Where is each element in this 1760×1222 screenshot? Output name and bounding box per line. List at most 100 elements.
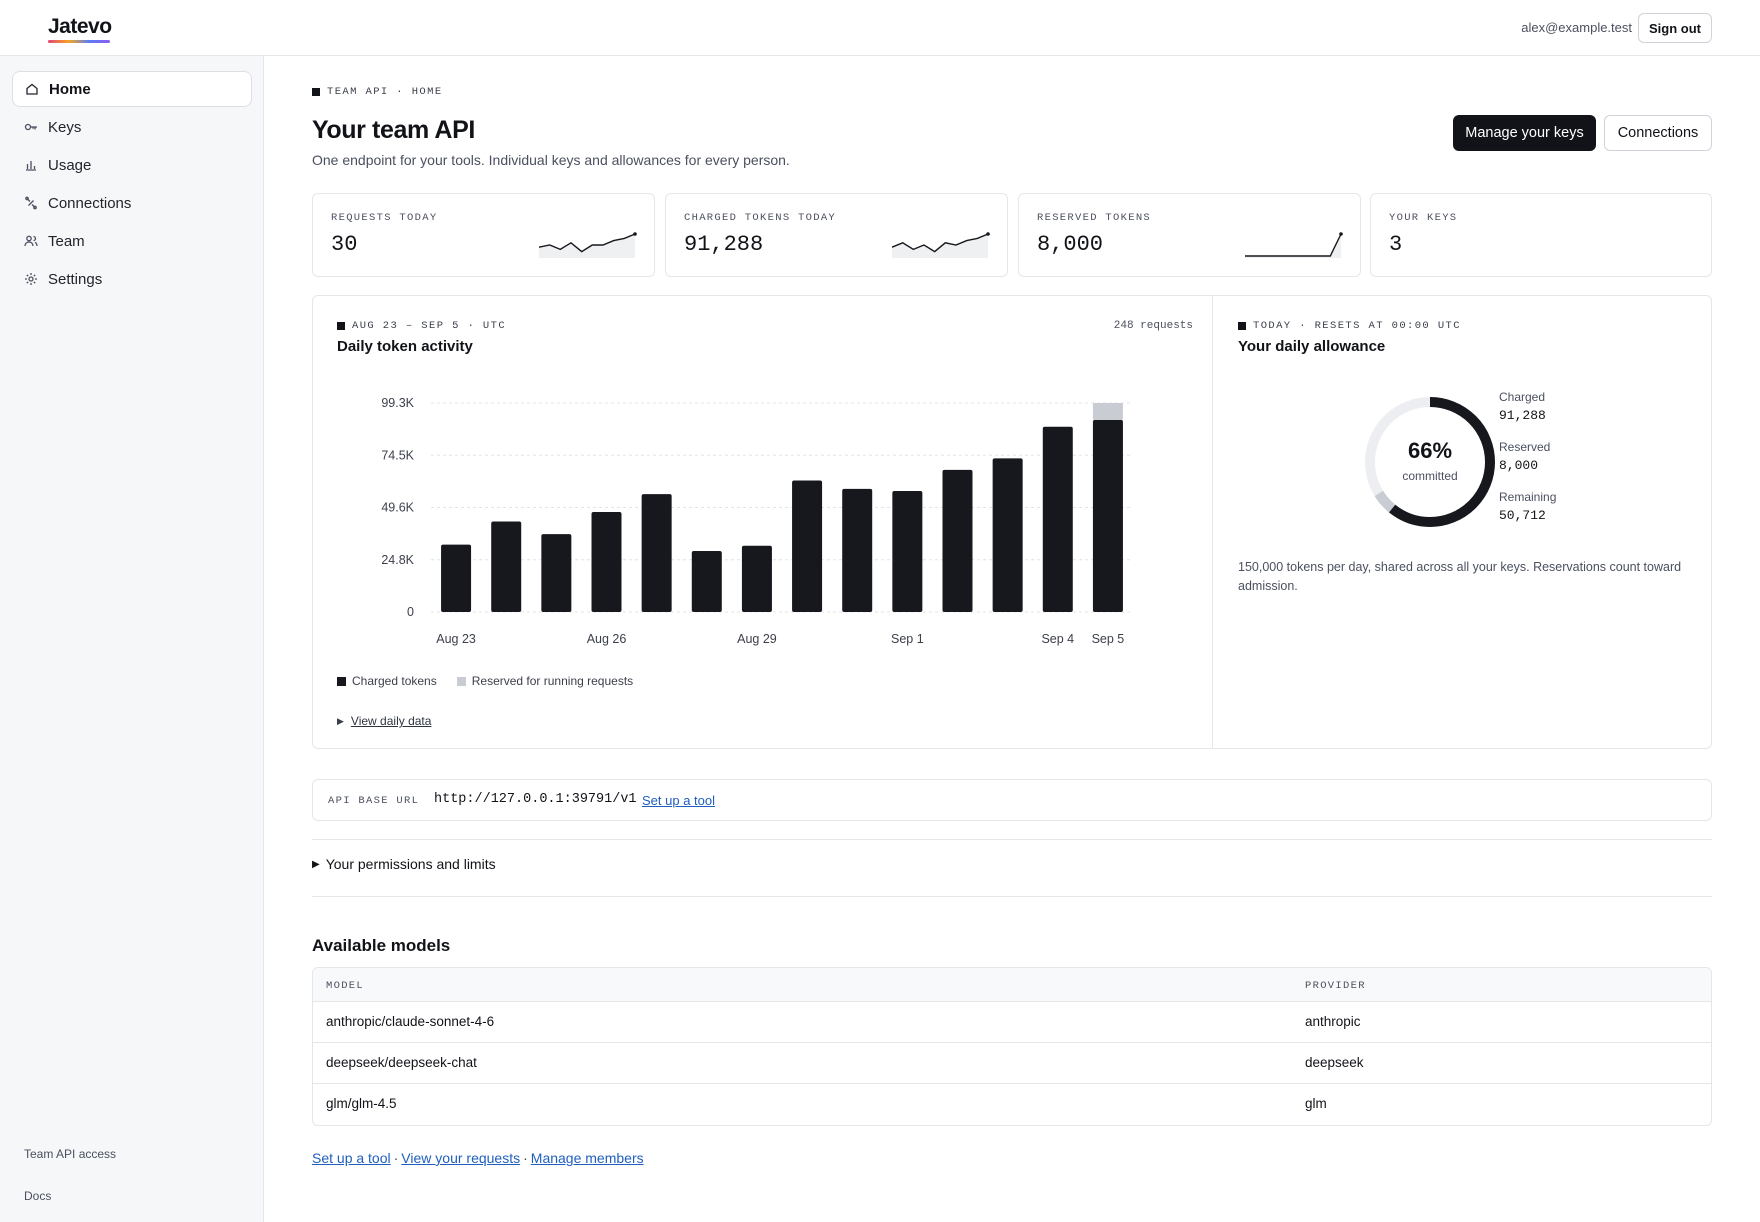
api-base-url[interactable]: http://127.0.0.1:39791/v1 xyxy=(434,792,637,807)
sparkline-area xyxy=(892,234,988,258)
donut-charged-arc xyxy=(1365,397,1495,527)
y-tick-label: 24.8K xyxy=(381,553,414,567)
manage-members-link[interactable]: Manage members xyxy=(530,1150,644,1166)
stat-label: CHARGED TOKENS TODAY xyxy=(684,212,837,224)
stat-value: 3 xyxy=(1389,232,1403,257)
sidebar: Home Keys Usage Connections Team Setting… xyxy=(0,56,264,1222)
api-base-url-bar: API BASE URL http://127.0.0.1:39791/v1 S… xyxy=(312,779,1712,821)
bar-charged[interactable] xyxy=(491,521,522,612)
activity-panel: AUG 23 – SEP 5 · UTC 248 requests Daily … xyxy=(312,295,1712,749)
view-requests-link[interactable]: View your requests xyxy=(401,1150,521,1166)
sidebar-item-keys[interactable]: Keys xyxy=(12,109,252,145)
page-title: Your team API xyxy=(312,116,475,144)
set-up-tool-link[interactable]: Set up a tool xyxy=(642,793,715,808)
legend-label: Reserved for running requests xyxy=(471,674,634,688)
stat-card-charged-tokens: CHARGED TOKENS TODAY 91,288 xyxy=(665,193,1008,277)
bar-charged[interactable] xyxy=(691,550,722,612)
connections-button[interactable]: Connections xyxy=(1604,115,1712,151)
page-subtitle: One endpoint for your tools. Individual … xyxy=(312,152,790,168)
square-marker-icon xyxy=(337,322,345,330)
sign-out-button[interactable]: Sign out xyxy=(1638,13,1712,43)
breadcrumb-text: TEAM API · HOME xyxy=(327,86,443,98)
logo[interactable]: Jatevo xyxy=(48,15,112,38)
charged-value: 91,288 xyxy=(1499,408,1546,423)
triangle-right-icon: ▶ xyxy=(312,858,320,870)
allowance-donut xyxy=(1365,397,1495,527)
models-table: MODEL PROVIDER anthropic/claude-sonnet-4… xyxy=(312,967,1712,1126)
sidebar-item-home[interactable]: Home xyxy=(12,71,252,107)
sidebar-item-label: Settings xyxy=(48,270,103,288)
x-tick-label: Aug 23 xyxy=(436,632,476,646)
sidebar-item-connections[interactable]: Connections xyxy=(12,185,252,221)
permissions-label: Your permissions and limits xyxy=(325,856,496,872)
x-tick-label: Sep 5 xyxy=(1092,632,1125,646)
request-count: 248 requests xyxy=(1113,320,1193,332)
sparkline xyxy=(538,232,637,258)
sidebar-item-team[interactable]: Team xyxy=(12,223,252,259)
sidebar-item-label: Usage xyxy=(48,156,92,174)
remaining-label: Remaining xyxy=(1499,490,1557,504)
gear-icon xyxy=(24,272,38,286)
bar-charged[interactable] xyxy=(541,534,572,612)
permissions-toggle[interactable]: ▶ Your permissions and limits xyxy=(312,856,496,872)
users-icon xyxy=(24,234,38,248)
bar-charged[interactable] xyxy=(942,469,973,612)
bar-charged[interactable] xyxy=(441,544,472,612)
legend-swatch xyxy=(456,676,466,686)
bar-charged[interactable] xyxy=(1092,419,1123,612)
key-icon xyxy=(24,120,38,134)
manage-keys-button[interactable]: Manage your keys xyxy=(1453,115,1596,151)
sidebar-item-usage[interactable]: Usage xyxy=(12,147,252,183)
reserved-label: Reserved xyxy=(1499,440,1551,454)
separator: · xyxy=(393,1150,399,1166)
bar-charged[interactable] xyxy=(792,480,823,612)
reserved-value: 8,000 xyxy=(1499,458,1539,473)
chart-date-range-text: AUG 23 – SEP 5 · UTC xyxy=(352,320,507,332)
api-base-url-label: API BASE URL xyxy=(328,795,420,807)
bar-reserved[interactable] xyxy=(1092,403,1123,420)
bar-charged[interactable] xyxy=(992,458,1023,612)
bar-charged[interactable] xyxy=(741,545,772,612)
link-icon xyxy=(24,196,38,210)
x-tick-label: Aug 29 xyxy=(737,632,777,646)
sparkline-line xyxy=(1245,233,1342,257)
chart-date-range: AUG 23 – SEP 5 · UTC xyxy=(337,320,506,332)
bar-charged[interactable] xyxy=(892,490,923,612)
sparkline-end-dot xyxy=(986,232,990,236)
view-daily-data-link[interactable]: View daily data xyxy=(350,714,432,728)
sidebar-item-label: Home xyxy=(49,80,91,98)
stat-value: 8,000 xyxy=(1037,232,1104,257)
sidebar-item-settings[interactable]: Settings xyxy=(12,261,252,297)
logo-underline xyxy=(48,40,110,43)
sidebar-item-label: Keys xyxy=(48,118,82,136)
team-api-access-link[interactable]: Team API access xyxy=(24,1147,117,1161)
bar-charged[interactable] xyxy=(1042,426,1073,612)
docs-link[interactable]: Docs xyxy=(24,1189,52,1203)
stat-value: 30 xyxy=(331,232,358,257)
bar-charged[interactable] xyxy=(842,488,873,612)
donut-caption: committed xyxy=(1402,469,1458,483)
stat-label: RESERVED TOKENS xyxy=(1037,212,1152,224)
y-tick-label: 0 xyxy=(407,605,414,619)
sparkline-line xyxy=(891,233,989,253)
model-name: glm/glm-4.5 xyxy=(326,1096,397,1111)
footer-links: Set up a tool · View your requests · Manage … xyxy=(312,1150,644,1166)
divider xyxy=(312,896,1712,897)
models-heading: Available models xyxy=(312,936,451,955)
bar-charged[interactable] xyxy=(641,494,672,612)
allowance-reset-label: TODAY · RESETS AT 00:00 UTC xyxy=(1238,320,1461,332)
stat-value: 91,288 xyxy=(684,232,764,257)
square-marker-icon xyxy=(312,88,320,96)
divider xyxy=(312,839,1712,840)
set-up-tool-footer-link[interactable]: Set up a tool xyxy=(312,1150,391,1166)
stat-card-reserved-tokens: RESERVED TOKENS 8,000 xyxy=(1018,193,1361,277)
view-daily-data-toggle[interactable]: ▶ View daily data xyxy=(337,714,431,728)
column-header-model: MODEL xyxy=(326,980,365,992)
triangle-right-icon: ▶ xyxy=(337,715,344,726)
home-icon xyxy=(25,82,39,96)
bar-charged[interactable] xyxy=(591,512,622,612)
user-email: alex@example.test xyxy=(1521,20,1632,35)
table-row: glm/glm-4.5 glm xyxy=(313,1084,1711,1125)
table-row: anthropic/claude-sonnet-4-6 anthropic xyxy=(313,1002,1711,1043)
square-marker-icon xyxy=(1238,322,1246,330)
